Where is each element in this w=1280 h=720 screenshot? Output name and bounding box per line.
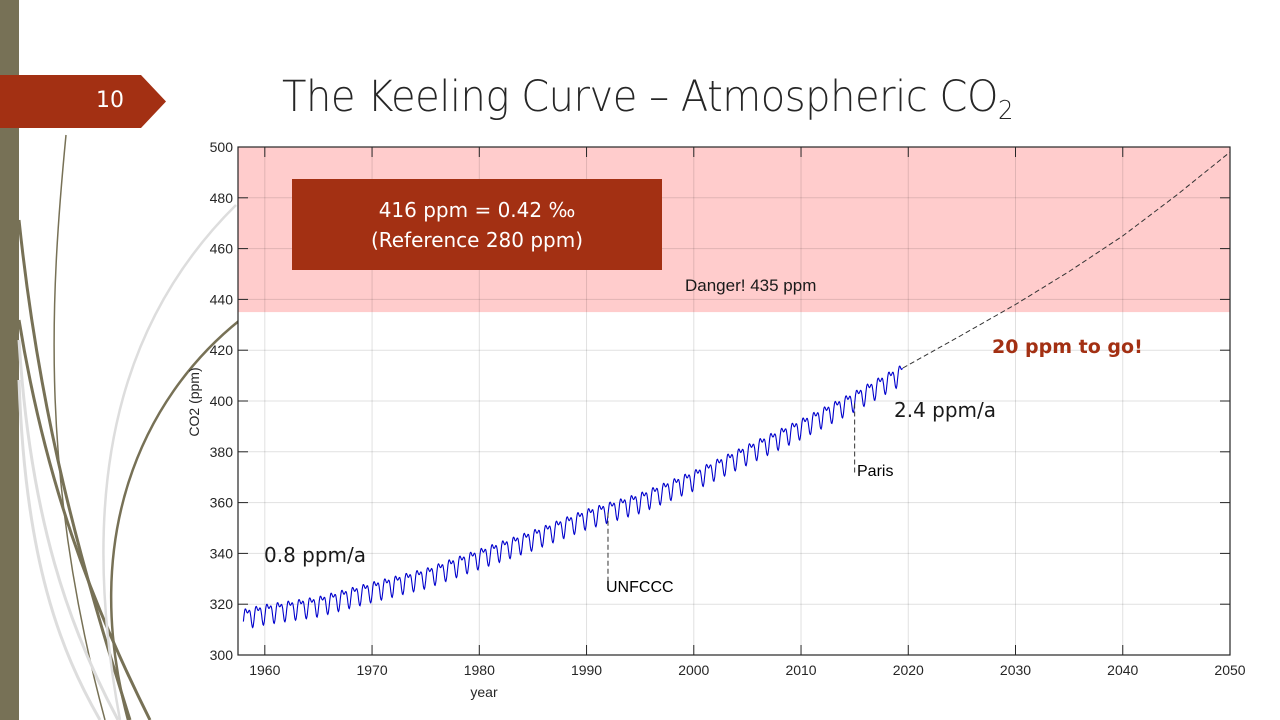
info-box: 416 ppm = 0.42 ‰ (Reference 280 ppm) (292, 179, 662, 270)
x-tick-label: 1980 (464, 662, 495, 678)
deco-curve (17, 379, 102, 720)
y-tick-label: 320 (210, 596, 234, 612)
slide-title: The Keeling Curve – Atmospheric CO2 (282, 72, 1013, 126)
slide-number: 10 (96, 88, 124, 113)
x-tick-label: 2050 (1214, 662, 1245, 678)
plot-frame (237, 146, 1231, 656)
deco-curve (53, 134, 106, 720)
unfccc-label: UNFCCC (606, 579, 674, 596)
deco-curve (102, 204, 237, 720)
deco-curve (109, 319, 241, 720)
left-sidebar-bar (0, 0, 19, 720)
x-tick-label: 2020 (893, 662, 924, 678)
projection-line (902, 151, 1231, 369)
rate-late-label: 2.4 ppm/a (894, 398, 997, 422)
keeling-series-line (242, 365, 903, 629)
y-tick-label: 400 (210, 393, 234, 409)
x-tick-label: 1990 (571, 662, 602, 678)
y-tick-label: 300 (210, 647, 234, 663)
slide-number-badge (0, 75, 166, 128)
x-tick-label: 1960 (249, 662, 280, 678)
ppm-to-go-label: 20 ppm to go! (992, 336, 1143, 358)
title-text: The Keeling Curve – Atmospheric CO (282, 72, 998, 122)
x-tick-label: 2030 (1000, 662, 1031, 678)
y-tick-label: 380 (210, 444, 234, 460)
y-tick-label: 360 (210, 495, 234, 511)
x-tick-label: 2010 (785, 662, 816, 678)
info-line-1: 416 ppm = 0.42 ‰ (378, 198, 576, 222)
y-tick-label: 340 (210, 545, 234, 561)
y-tick-label: 460 (210, 241, 234, 257)
deco-curve (17, 339, 120, 720)
x-tick-label: 2040 (1107, 662, 1138, 678)
y-tick-label: 440 (210, 291, 234, 307)
paris-label: Paris (857, 463, 894, 480)
y-tick-label: 500 (210, 139, 234, 155)
x-tick-label: 2000 (678, 662, 709, 678)
decorative-curves (17, 134, 241, 720)
y-tick-label: 420 (210, 342, 234, 358)
y-tick-label: 480 (210, 190, 234, 206)
x-tick-label: 1970 (356, 662, 387, 678)
x-axis-label: year (470, 684, 498, 700)
info-line-2: (Reference 280 ppm) (370, 228, 584, 252)
danger-label: Danger! 435 ppm (685, 276, 817, 295)
rate-early-label: 0.8 ppm/a (264, 543, 367, 567)
deco-curve (17, 319, 152, 720)
y-axis-label: CO2 (ppm) (186, 367, 202, 436)
title-subscript: 2 (997, 96, 1013, 126)
